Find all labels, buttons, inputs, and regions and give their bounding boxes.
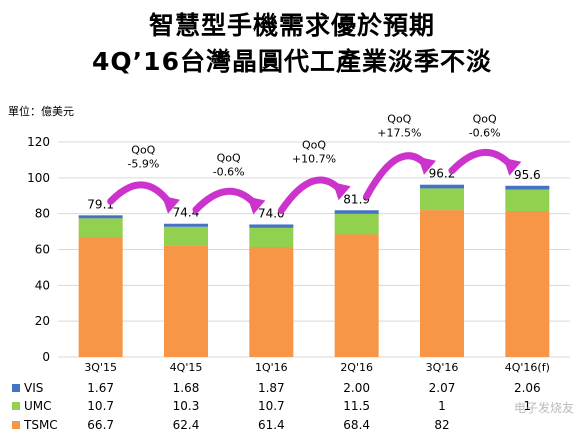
qoq-label: QoQ bbox=[131, 143, 155, 156]
bar-umc bbox=[505, 189, 550, 211]
x-tick-label: 4Q'16(f) bbox=[505, 361, 550, 374]
total-label: 95.6 bbox=[514, 168, 541, 182]
table-cell: 1.68 bbox=[172, 381, 200, 395]
x-tick-label: 3Q'16 bbox=[426, 361, 459, 374]
y-tick-label: 0 bbox=[42, 350, 50, 364]
qoq-arrow bbox=[448, 148, 515, 175]
table-cell: 1.67 bbox=[87, 381, 115, 395]
qoq-label: QoQ bbox=[473, 113, 497, 126]
bar-tsmc bbox=[334, 234, 379, 357]
unit-label: 單位：億美元 bbox=[8, 105, 74, 118]
bar-vis bbox=[78, 215, 123, 219]
bar-tsmc bbox=[249, 246, 294, 357]
qoq-arrow bbox=[107, 181, 174, 208]
bar-umc bbox=[420, 188, 464, 211]
chart-title: 智慧型手機需求優於預期 bbox=[148, 11, 435, 40]
qoq-arrow-head bbox=[418, 156, 436, 175]
table-row-label: TSMC bbox=[24, 418, 58, 432]
table-cell: 2.07 bbox=[428, 381, 456, 395]
qoq-arrow-head bbox=[503, 157, 522, 176]
qoq-arrow bbox=[363, 152, 430, 200]
y-tick-label: 20 bbox=[35, 314, 50, 328]
qoq-label: QoQ bbox=[217, 152, 241, 165]
table-cell: 11.5 bbox=[343, 399, 371, 413]
legend-swatch-umc bbox=[12, 402, 20, 410]
bar-vis bbox=[249, 224, 294, 228]
bar-umc bbox=[249, 227, 294, 247]
y-tick-label: 80 bbox=[35, 207, 50, 221]
table-row-label: VIS bbox=[24, 381, 44, 395]
bar-tsmc bbox=[164, 245, 208, 357]
y-tick-label: 120 bbox=[27, 135, 50, 149]
qoq-arrow bbox=[277, 176, 345, 214]
qoq-arrow-head bbox=[332, 182, 351, 201]
table-cell: 10.7 bbox=[257, 399, 285, 413]
table-cell: 82 bbox=[434, 418, 450, 432]
y-tick-label: 40 bbox=[35, 278, 50, 292]
qoq-arrow bbox=[192, 187, 259, 214]
bar-umc bbox=[334, 213, 379, 235]
table-cell: 1.87 bbox=[257, 381, 285, 395]
y-tick-label: 60 bbox=[35, 243, 50, 257]
x-tick-label: 3Q'15 bbox=[84, 361, 117, 374]
bar-tsmc bbox=[78, 237, 123, 357]
table-cell: 1 bbox=[438, 399, 446, 413]
bar-umc bbox=[164, 226, 208, 246]
qoq-label: QoQ bbox=[302, 138, 326, 151]
qoq-arrow-head bbox=[162, 195, 180, 214]
table-row-label: UMC bbox=[24, 399, 52, 413]
qoq-arrow-head bbox=[247, 196, 266, 215]
bar-vis bbox=[164, 223, 208, 227]
x-tick-label: 4Q'15 bbox=[170, 361, 203, 374]
qoq-value: -0.6% bbox=[213, 166, 245, 179]
bar-umc bbox=[78, 218, 123, 238]
bar-tsmc bbox=[505, 210, 550, 357]
bar-tsmc bbox=[420, 210, 464, 357]
bar-vis bbox=[334, 210, 379, 214]
qoq-value: -5.9% bbox=[127, 157, 159, 170]
table-cell: 1 bbox=[523, 399, 532, 413]
chart-subtitle: 4Q’16台灣晶圓代工產業淡季不淡 bbox=[92, 47, 492, 76]
bar-vis bbox=[505, 185, 550, 190]
x-tick-label: 2Q'16 bbox=[340, 361, 373, 374]
qoq-label: QoQ bbox=[387, 113, 411, 126]
qoq-value: -0.6% bbox=[469, 127, 501, 140]
table-cell: 68.4 bbox=[343, 418, 371, 432]
watermark: 电子发烧友 bbox=[513, 401, 574, 415]
table-cell: 62.4 bbox=[172, 418, 200, 432]
table-cell: 2.06 bbox=[513, 381, 541, 395]
table-cell: 10.7 bbox=[87, 399, 115, 413]
table-cell: 10.3 bbox=[172, 399, 200, 413]
x-tick-label: 1Q'16 bbox=[255, 361, 288, 374]
table-cell: 66.7 bbox=[87, 418, 115, 432]
legend-swatch-vis bbox=[12, 384, 20, 392]
qoq-value: +10.7% bbox=[292, 152, 336, 165]
legend-swatch-tsmc bbox=[12, 421, 20, 429]
y-tick-label: 100 bbox=[27, 171, 50, 185]
bar-vis bbox=[420, 184, 464, 189]
table-cell: 61.4 bbox=[257, 418, 285, 432]
qoq-value: +17.5% bbox=[377, 127, 421, 140]
table-cell: 2.00 bbox=[343, 381, 371, 395]
